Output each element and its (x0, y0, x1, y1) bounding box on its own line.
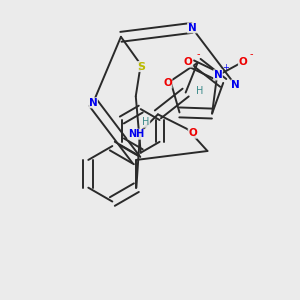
Text: -: - (250, 49, 253, 59)
Text: N: N (214, 70, 222, 80)
Text: O: O (184, 57, 193, 67)
Text: N: N (89, 98, 98, 108)
Text: N: N (231, 80, 240, 90)
Text: N: N (188, 23, 196, 33)
Text: H: H (142, 117, 150, 127)
Text: O: O (238, 57, 247, 67)
Text: -: - (196, 49, 200, 59)
Text: S: S (138, 61, 146, 71)
Text: O: O (163, 78, 172, 88)
Text: +: + (223, 64, 230, 73)
Text: O: O (188, 128, 197, 138)
Text: H: H (196, 85, 203, 96)
Text: NH: NH (128, 129, 144, 139)
